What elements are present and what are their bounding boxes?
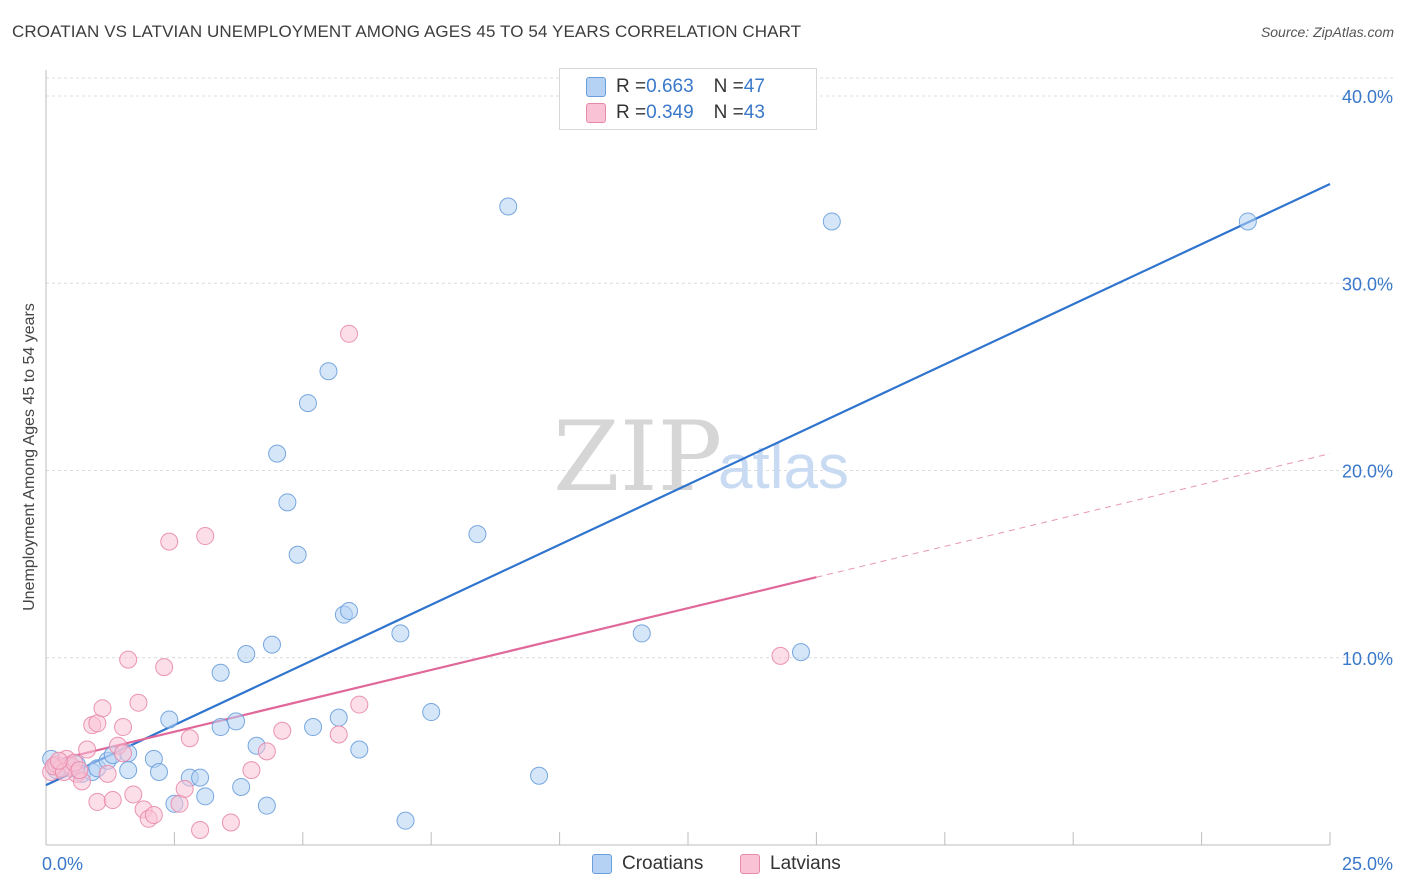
legend-row-latvians: R = 0.349 N = 43 bbox=[586, 101, 765, 125]
legend-r-label: R = bbox=[616, 102, 647, 123]
series-legend-latvians[interactable]: Latvians bbox=[740, 852, 841, 876]
stats-legend: R = 0.663 N = 47 R = 0.349 N = 43 bbox=[559, 68, 817, 130]
point-latvians bbox=[88, 714, 107, 733]
legend-swatch-latvians bbox=[586, 103, 606, 123]
point-croatians bbox=[257, 796, 276, 815]
point-croatians bbox=[791, 643, 810, 662]
point-croatians bbox=[191, 768, 210, 787]
point-croatians bbox=[468, 525, 487, 544]
point-croatians bbox=[211, 718, 230, 737]
point-latvians bbox=[114, 718, 133, 737]
point-croatians bbox=[262, 635, 281, 654]
point-latvians bbox=[98, 764, 117, 783]
point-croatians bbox=[288, 545, 307, 564]
legend-swatch-croatians bbox=[586, 77, 606, 97]
point-croatians bbox=[298, 394, 317, 413]
point-latvians bbox=[93, 699, 112, 718]
watermark: ZIP atlas bbox=[553, 401, 849, 513]
tick-labels: 10.0% 20.0% 30.0% 40.0% 0.0% 25.0% bbox=[42, 87, 1393, 874]
point-latvians bbox=[196, 527, 215, 546]
legend-n-value: 47 bbox=[743, 76, 765, 97]
point-latvians bbox=[273, 721, 292, 740]
point-croatians bbox=[227, 712, 246, 731]
point-latvians bbox=[88, 792, 107, 811]
point-latvians bbox=[350, 695, 369, 714]
point-latvians bbox=[70, 761, 89, 780]
point-latvians bbox=[129, 693, 148, 712]
series-label-latvians: Latvians bbox=[770, 853, 841, 874]
point-croatians bbox=[530, 766, 549, 785]
point-latvians bbox=[114, 744, 133, 763]
legend-r-value: 0.349 bbox=[646, 102, 694, 123]
point-croatians bbox=[196, 787, 215, 806]
point-croatians bbox=[499, 197, 518, 216]
point-latvians bbox=[340, 324, 359, 343]
point-croatians bbox=[340, 601, 359, 620]
point-latvians bbox=[221, 813, 240, 832]
legend-r-value: 0.663 bbox=[646, 76, 694, 97]
point-croatians bbox=[232, 777, 251, 796]
point-latvians bbox=[257, 742, 276, 761]
point-latvians bbox=[242, 761, 261, 780]
point-latvians bbox=[771, 646, 790, 665]
point-croatians bbox=[268, 444, 287, 463]
point-croatians bbox=[391, 624, 410, 643]
legend-n-label: N = bbox=[713, 76, 744, 97]
point-latvians bbox=[144, 806, 163, 825]
series-swatch-latvians bbox=[740, 854, 760, 874]
point-croatians bbox=[160, 710, 179, 729]
point-latvians bbox=[78, 740, 97, 759]
point-croatians bbox=[119, 761, 138, 780]
y-tick-label: 20.0% bbox=[1342, 462, 1393, 482]
trend-line-latvians bbox=[45, 576, 817, 764]
y-tick-label: 10.0% bbox=[1342, 649, 1393, 669]
grid-lines bbox=[46, 77, 1395, 659]
point-latvians bbox=[170, 794, 189, 813]
watermark-zip: ZIP bbox=[553, 401, 722, 513]
series-label-croatians: Croatians bbox=[622, 853, 704, 874]
point-latvians bbox=[160, 532, 179, 551]
point-croatians bbox=[350, 740, 369, 759]
point-latvians bbox=[191, 821, 210, 840]
point-croatians bbox=[632, 624, 651, 643]
legend-row-croatians: R = 0.663 N = 47 bbox=[586, 75, 765, 99]
legend-r-label: R = bbox=[616, 76, 647, 97]
x-tick-label-max: 25.0% bbox=[1342, 854, 1393, 874]
point-croatians bbox=[237, 645, 256, 664]
point-latvians bbox=[180, 729, 199, 748]
point-latvians bbox=[329, 725, 348, 744]
series-legend-croatians[interactable]: Croatians bbox=[592, 852, 703, 876]
point-latvians bbox=[175, 779, 194, 798]
point-croatians bbox=[211, 663, 230, 682]
data-points bbox=[42, 197, 1257, 840]
point-latvians bbox=[124, 785, 143, 804]
point-croatians bbox=[422, 703, 441, 722]
point-latvians bbox=[119, 650, 138, 669]
point-latvians bbox=[103, 791, 122, 810]
axes bbox=[45, 70, 1331, 846]
x-tick-label-min: 0.0% bbox=[42, 854, 83, 874]
source-label: Source: ZipAtlas.com bbox=[1260, 24, 1394, 40]
point-croatians bbox=[822, 212, 841, 231]
series-swatch-croatians bbox=[592, 854, 612, 874]
trend-line-latvians bbox=[816, 453, 1331, 578]
point-croatians bbox=[329, 708, 348, 727]
legend-n-value: 43 bbox=[743, 102, 765, 123]
y-tick-label: 30.0% bbox=[1342, 274, 1393, 294]
chart-title: CROATIAN VS LATVIAN UNEMPLOYMENT AMONG A… bbox=[12, 22, 802, 41]
trend-lines bbox=[45, 183, 1331, 787]
point-latvians bbox=[155, 658, 174, 677]
point-croatians bbox=[304, 718, 323, 737]
point-latvians bbox=[49, 751, 68, 770]
legend-n-label: N = bbox=[713, 102, 744, 123]
point-croatians bbox=[149, 762, 168, 781]
trend-line-croatians bbox=[45, 183, 1331, 787]
watermark-atlas: atlas bbox=[718, 433, 849, 502]
point-croatians bbox=[396, 811, 415, 830]
y-tick-label: 40.0% bbox=[1342, 87, 1393, 107]
point-croatians bbox=[1238, 212, 1257, 231]
point-croatians bbox=[278, 493, 297, 512]
point-croatians bbox=[319, 362, 338, 381]
